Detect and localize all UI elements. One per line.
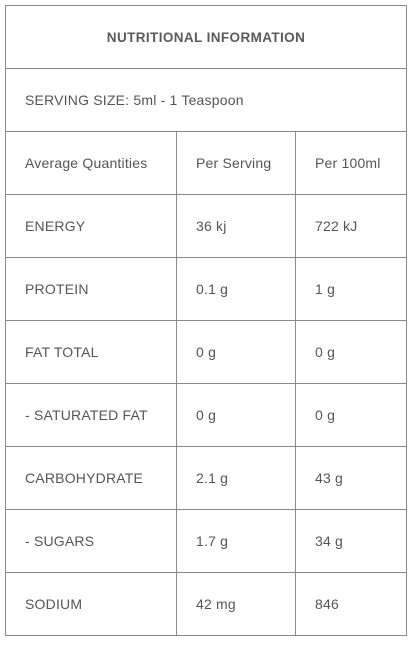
table-row: ENERGY 36 kj 722 kJ [5, 194, 408, 258]
table-row: FAT TOTAL 0 g 0 g [5, 320, 408, 384]
per-100ml-value: 34 g [294, 509, 408, 573]
nutrient-name: - SATURATED FAT [5, 383, 177, 447]
serving-size-row: SERVING SIZE: 5ml - 1 Teaspoon [4, 68, 408, 132]
nutrition-panel: NUTRITIONAL INFORMATION SERVING SIZE: 5m… [4, 5, 408, 636]
per-serving-value: 0 g [176, 320, 296, 384]
per-100ml-value: 722 kJ [294, 194, 408, 258]
table-row: SODIUM 42 mg 846 [5, 572, 408, 636]
per-100ml-value: 846 [294, 572, 408, 636]
per-serving-value: 0.1 g [176, 257, 296, 321]
column-header-average-quantities: Average Quantities [5, 131, 177, 195]
per-serving-value: 1.7 g [176, 509, 296, 573]
nutrient-name: CARBOHYDRATE [5, 446, 177, 510]
table-row: CARBOHYDRATE 2.1 g 43 g [5, 446, 408, 510]
per-100ml-value: 0 g [294, 383, 408, 447]
table-title: NUTRITIONAL INFORMATION [4, 5, 408, 69]
nutrient-name: FAT TOTAL [5, 320, 177, 384]
per-serving-value: 0 g [176, 383, 296, 447]
table-row: - SATURATED FAT 0 g 0 g [5, 383, 408, 447]
nutrient-name: - SUGARS [5, 509, 177, 573]
per-100ml-value: 1 g [294, 257, 408, 321]
nutrient-name: PROTEIN [5, 257, 177, 321]
nutrition-table: NUTRITIONAL INFORMATION SERVING SIZE: 5m… [4, 5, 408, 636]
column-header-per-100ml: Per 100ml [294, 131, 408, 195]
title-row: NUTRITIONAL INFORMATION [4, 5, 408, 69]
per-serving-value: 2.1 g [176, 446, 296, 510]
nutrient-name: SODIUM [5, 572, 177, 636]
header-row: Average Quantities Per Serving Per 100ml [5, 131, 408, 195]
column-header-per-serving: Per Serving [176, 131, 296, 195]
nutrient-name: ENERGY [5, 194, 177, 258]
per-serving-value: 36 kj [176, 194, 296, 258]
table-row: PROTEIN 0.1 g 1 g [5, 257, 408, 321]
serving-size: SERVING SIZE: 5ml - 1 Teaspoon [4, 68, 408, 132]
per-100ml-value: 0 g [294, 320, 408, 384]
table-row: - SUGARS 1.7 g 34 g [5, 509, 408, 573]
per-100ml-value: 43 g [294, 446, 408, 510]
per-serving-value: 42 mg [176, 572, 296, 636]
